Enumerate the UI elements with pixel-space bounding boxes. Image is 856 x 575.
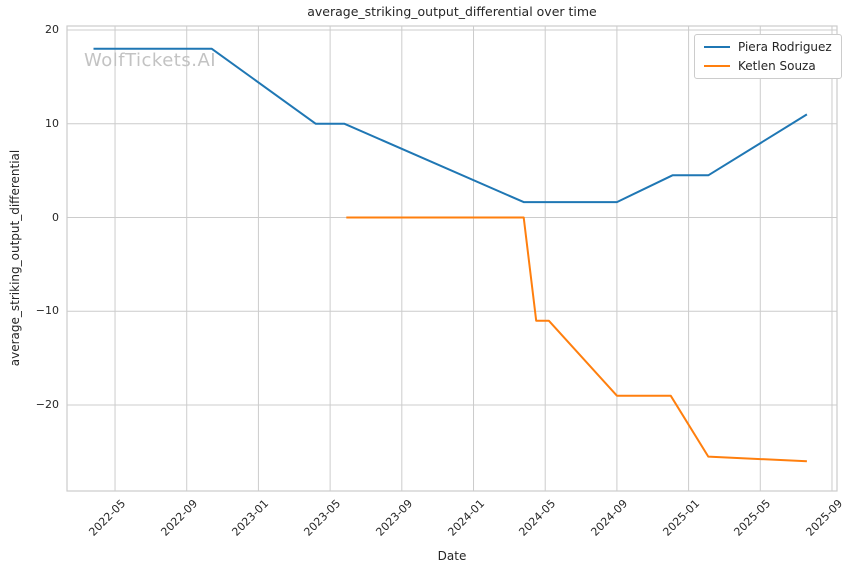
x-axis-label: Date: [437, 549, 467, 563]
legend-item-ketlen-souza: Ketlen Souza: [704, 59, 832, 73]
y-tick-label: −10: [35, 304, 59, 318]
legend-line-sample-blue: [704, 46, 730, 48]
series-line-ketlen-souza: [346, 216, 807, 463]
y-tick-label: −20: [35, 398, 59, 412]
series-lines: [93, 47, 808, 463]
legend-label: Ketlen Souza: [738, 59, 816, 73]
legend-label: Piera Rodriguez: [738, 40, 832, 54]
watermark-text: WolfTickets.AI: [84, 50, 217, 71]
chart-title: average_striking_output_differential ove…: [307, 4, 597, 19]
gridlines: [67, 26, 837, 491]
y-tick-label: 0: [52, 210, 59, 224]
legend-line-sample-orange: [704, 65, 730, 67]
series-line-piera-rodriguez: [93, 47, 808, 204]
y-tick-label: 10: [45, 116, 59, 130]
plot-frame: [66, 25, 838, 492]
y-axis-label: average_striking_output_differential: [8, 149, 22, 367]
legend: Piera Rodriguez Ketlen Souza: [694, 34, 842, 79]
legend-item-piera-rodriguez: Piera Rodriguez: [704, 40, 832, 54]
y-tick-label: 20: [45, 23, 59, 37]
